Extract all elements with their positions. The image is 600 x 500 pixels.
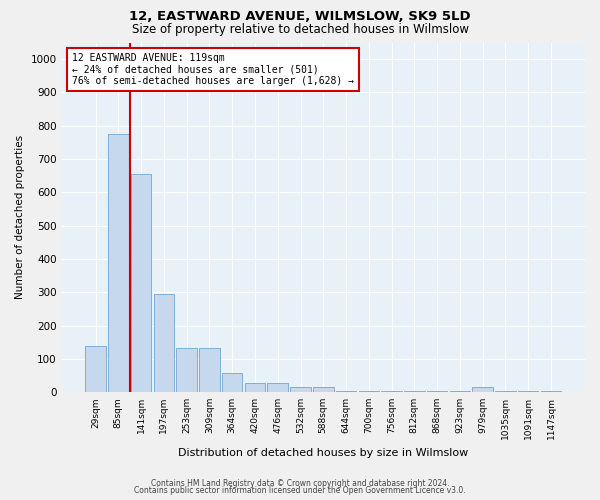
X-axis label: Distribution of detached houses by size in Wilmslow: Distribution of detached houses by size … [178, 448, 469, 458]
Bar [427, 390, 448, 392]
Bar [199, 348, 220, 392]
Bar [108, 134, 128, 392]
Bar [336, 390, 356, 392]
Bar [176, 348, 197, 392]
Bar [359, 390, 379, 392]
Bar [222, 373, 242, 392]
Bar [154, 294, 174, 392]
Text: 12 EASTWARD AVENUE: 119sqm
← 24% of detached houses are smaller (501)
76% of sem: 12 EASTWARD AVENUE: 119sqm ← 24% of deta… [72, 53, 354, 86]
Bar [245, 383, 265, 392]
Bar [382, 390, 402, 392]
Bar [495, 390, 515, 392]
Bar [472, 387, 493, 392]
Bar [268, 383, 288, 392]
Y-axis label: Number of detached properties: Number of detached properties [15, 136, 25, 300]
Bar [290, 387, 311, 392]
Text: Contains HM Land Registry data © Crown copyright and database right 2024.: Contains HM Land Registry data © Crown c… [151, 478, 449, 488]
Bar [404, 390, 425, 392]
Bar [449, 390, 470, 392]
Bar [541, 390, 561, 392]
Bar [85, 346, 106, 392]
Bar [313, 387, 334, 392]
Bar [518, 390, 538, 392]
Text: Size of property relative to detached houses in Wilmslow: Size of property relative to detached ho… [131, 22, 469, 36]
Bar [131, 174, 151, 392]
Text: Contains public sector information licensed under the Open Government Licence v3: Contains public sector information licen… [134, 486, 466, 495]
Text: 12, EASTWARD AVENUE, WILMSLOW, SK9 5LD: 12, EASTWARD AVENUE, WILMSLOW, SK9 5LD [129, 10, 471, 23]
